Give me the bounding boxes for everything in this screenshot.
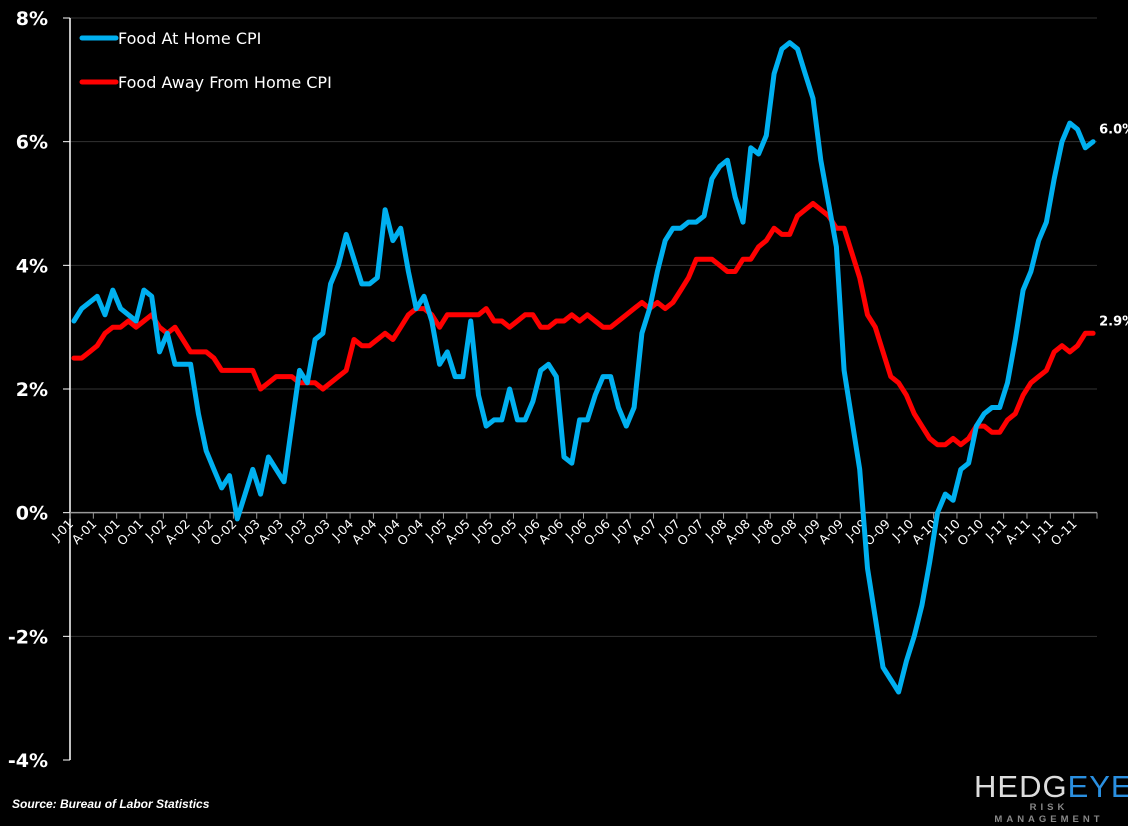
x-tick-label: O-03: [301, 516, 333, 548]
x-tick-label: A-02: [162, 516, 193, 547]
x-tick-label: A-03: [255, 516, 286, 547]
x-tick-label: A-09: [815, 516, 846, 547]
x-axis: J-01A-01J-01O-01J-02A-02J-02O-02J-03A-03…: [48, 513, 1097, 549]
x-tick-label: A-07: [629, 516, 660, 547]
y-axis: 8% 6% 4% 2% 0% -2% -4%: [8, 8, 70, 772]
logo-wordmark: HEDGEYE: [974, 772, 1124, 802]
y-tick-label: 0%: [16, 503, 48, 525]
logo-subtext: RISK MANAGEMENT: [974, 802, 1124, 826]
x-tick-label: O-05: [487, 516, 519, 548]
legend-label: Food At Home CPI: [118, 29, 261, 48]
y-tick-label: -4%: [8, 750, 48, 772]
x-tick-label: A-05: [442, 516, 473, 547]
y-tick-label: 4%: [16, 255, 48, 277]
x-tick-label: A-01: [69, 516, 100, 547]
gridlines: [70, 18, 1097, 636]
x-tick-label: O-01: [114, 516, 146, 548]
legend-label: Food Away From Home CPI: [118, 73, 332, 92]
legend: Food At Home CPI Food Away From Home CPI: [82, 29, 332, 92]
x-tick-label: O-07: [674, 516, 706, 548]
hedgeye-logo: HEDGEYE RISK MANAGEMENT: [974, 772, 1124, 826]
series-food-at-home: [74, 43, 1093, 692]
x-tick-label: A-06: [535, 516, 566, 547]
x-tick-label: A-04: [349, 516, 380, 547]
end-label: 6.0%: [1099, 123, 1128, 138]
x-tick-label: O-11: [1048, 516, 1080, 548]
x-tick-label: A-11: [1002, 516, 1033, 547]
x-tick-label: A-08: [722, 516, 753, 547]
y-tick-label: 6%: [16, 132, 48, 154]
y-tick-label: 8%: [16, 8, 48, 30]
x-tick-label: O-08: [767, 516, 799, 548]
y-tick-label: -2%: [8, 626, 48, 648]
source-note: Source: Bureau of Labor Statistics: [12, 797, 209, 811]
x-tick-label: O-06: [581, 516, 613, 548]
end-label: 2.9%: [1099, 314, 1128, 329]
series-line: [74, 43, 1093, 692]
series-lines: [74, 43, 1093, 692]
series-food-away-from-home: [74, 203, 1093, 444]
series-line: [74, 204, 1093, 445]
y-tick-label: 2%: [16, 379, 48, 401]
x-tick-label: O-02: [207, 516, 239, 548]
x-tick-label: O-04: [394, 516, 426, 548]
x-tick-label: O-10: [954, 516, 986, 548]
end-labels: 2.9% 6.0%: [1099, 123, 1128, 330]
